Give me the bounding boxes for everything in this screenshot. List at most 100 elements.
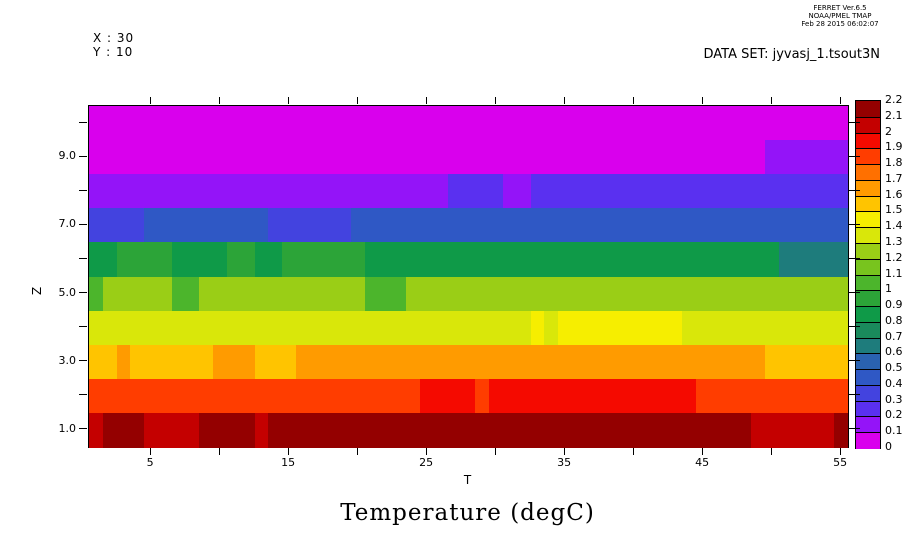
colorbar-label: 1.5 [885, 203, 903, 217]
colorbar-divider [856, 306, 880, 308]
x-tick [149, 448, 151, 455]
heatmap-cell [144, 208, 269, 243]
colorbar-cell [856, 337, 880, 355]
colorbar-divider [856, 416, 880, 418]
colorbar-cell [856, 164, 880, 181]
heatmap-cell [89, 276, 104, 312]
colorbar-divider [856, 290, 880, 292]
x-tick [563, 97, 565, 104]
heatmap-cell [89, 208, 145, 243]
heatmap-cell [447, 174, 504, 209]
colorbar-label: 1.9 [885, 140, 903, 154]
colorbar-cell [856, 321, 880, 339]
heatmap-cell [365, 276, 407, 312]
ferret-header: FERRET Ver.6.5 NOAA/PMEL TMAP Feb 28 201… [770, 4, 910, 28]
heatmap-cell [102, 412, 145, 448]
colorbar-cell [856, 242, 880, 260]
colorbar-label: 0.2 [885, 408, 903, 422]
heatmap-cell [227, 242, 256, 278]
colorbar-divider [856, 337, 880, 339]
heatmap-cell [503, 174, 532, 209]
x-tick [701, 448, 703, 455]
x-tick [218, 97, 220, 104]
colorbar-cell [856, 274, 880, 292]
y-tick [849, 428, 860, 430]
x-tick [287, 448, 289, 455]
colorbar-cell [856, 211, 880, 229]
y-tick [849, 257, 860, 259]
colorbar-cell [856, 179, 880, 197]
heatmap-row [89, 276, 848, 312]
colorbar-divider [856, 258, 880, 260]
colorbar-cell [856, 384, 880, 402]
y-tick [79, 121, 87, 123]
colorbar-label: 0.5 [885, 361, 903, 375]
y-tick [79, 394, 87, 396]
colorbar-cell [856, 400, 880, 418]
heatmap-cell [489, 378, 697, 414]
colorbar-cell [856, 306, 880, 323]
heatmap-cell [89, 242, 118, 278]
colorbar-divider [856, 369, 880, 371]
heatmap-cell [779, 242, 848, 278]
heatmap-cell [254, 242, 283, 278]
heatmap-cell [751, 412, 835, 448]
heatmap-cell [558, 310, 683, 346]
heatmap-row [89, 140, 848, 175]
heatmap-cell [530, 174, 848, 209]
y-tick [849, 155, 860, 157]
colorbar-cell [856, 195, 880, 213]
heatmap-cell [171, 242, 228, 278]
y-tick-label: 5.0 [58, 285, 77, 299]
colorbar-divider [856, 353, 880, 355]
heatmap-cell [89, 140, 766, 175]
colorbar-label: 1.1 [885, 266, 903, 280]
colorbar-label: 0.1 [885, 424, 903, 438]
heatmap-cell [282, 242, 366, 278]
x-tick [839, 448, 841, 455]
colorbar-label: 1 [885, 282, 892, 296]
heatmap-cell [199, 276, 366, 312]
x-tick-label: 15 [281, 456, 296, 469]
heatmap-row [89, 378, 848, 414]
heatmap-cell [268, 208, 352, 243]
heatmap-cell [420, 378, 476, 414]
colorbar-label: 0.9 [885, 298, 903, 312]
colorbar-divider [856, 195, 880, 197]
heatmap-cell [199, 412, 256, 448]
heatmap-cell [89, 412, 104, 448]
heatmap-cell [365, 242, 780, 278]
heatmap-cell [254, 344, 297, 380]
heatmap-cell [116, 242, 173, 278]
colorbar-divider [856, 116, 880, 118]
heatmap-row [89, 412, 848, 448]
x-axis-label: T [463, 473, 472, 487]
heatmap-cell [116, 344, 131, 380]
y-tick-label: 9.0 [58, 149, 77, 163]
colorbar-label: 2 [885, 124, 892, 138]
colorbar-divider [856, 400, 880, 402]
heatmap-cell [89, 174, 449, 209]
y-tick-label: 1.0 [58, 421, 77, 435]
x-tick [563, 448, 565, 455]
heatmap-row [89, 106, 848, 141]
colorbar-cell [856, 258, 880, 276]
colorbar-label: 0.6 [885, 345, 903, 359]
x-tick [149, 97, 151, 104]
y-tick [849, 223, 860, 225]
heatmap-cell [765, 344, 848, 380]
heatmap-cell [89, 378, 421, 414]
colorbar-label: 1.4 [885, 219, 903, 233]
x-tick [425, 97, 427, 104]
x-tick [839, 97, 841, 104]
colorbar-divider [856, 242, 880, 244]
heatmap-plot-area [88, 105, 849, 448]
heatmap-row [89, 242, 848, 278]
colorbar-divider [856, 132, 880, 134]
colorbar-cell [856, 116, 880, 134]
x-tick-label: 45 [695, 456, 710, 469]
heatmap-cell [765, 140, 848, 175]
y-tick [849, 326, 860, 328]
y-tick [79, 257, 87, 259]
heatmap-cell [475, 378, 490, 414]
